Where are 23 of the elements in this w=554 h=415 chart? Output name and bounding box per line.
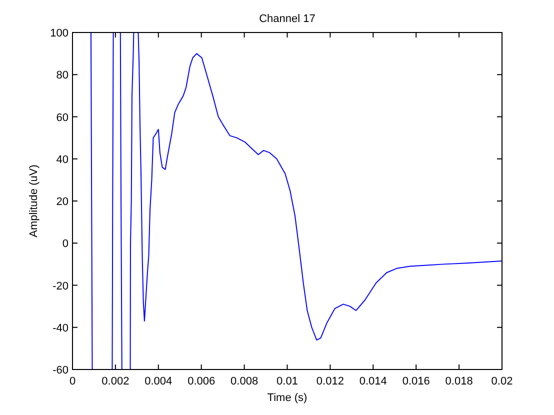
x-tick-label: 0.006 xyxy=(188,376,216,388)
x-tick-label: 0.004 xyxy=(144,376,172,388)
x-tick-label: 0.016 xyxy=(402,376,430,388)
y-tick-label: 100 xyxy=(50,28,68,40)
y-tick-label: 0 xyxy=(62,238,68,250)
y-tick-label: 60 xyxy=(56,112,68,124)
x-tick-label: 0 xyxy=(69,376,76,388)
y-tick-label: 40 xyxy=(56,154,68,166)
y-tick-label: -60 xyxy=(52,364,68,376)
x-tick-label: 0.012 xyxy=(316,376,344,388)
x-tick-label: 0.002 xyxy=(102,376,130,388)
y-axis-title: Amplitude (uV) xyxy=(28,164,40,238)
x-tick-label: 0.018 xyxy=(445,376,473,388)
x-tick-label: 0.008 xyxy=(230,376,258,388)
x-tick-label: 0.02 xyxy=(491,376,513,388)
y-tick-label: -20 xyxy=(52,280,68,292)
y-tick-label: 20 xyxy=(56,196,68,208)
y-tick-label: -40 xyxy=(52,322,68,334)
x-axis-title: Time (s) xyxy=(267,392,308,404)
chart-title: Channel 17 xyxy=(259,13,316,25)
x-tick-label: 0.014 xyxy=(359,376,387,388)
x-tick-label: 0.01 xyxy=(276,376,298,388)
y-tick-label: 80 xyxy=(56,70,68,82)
